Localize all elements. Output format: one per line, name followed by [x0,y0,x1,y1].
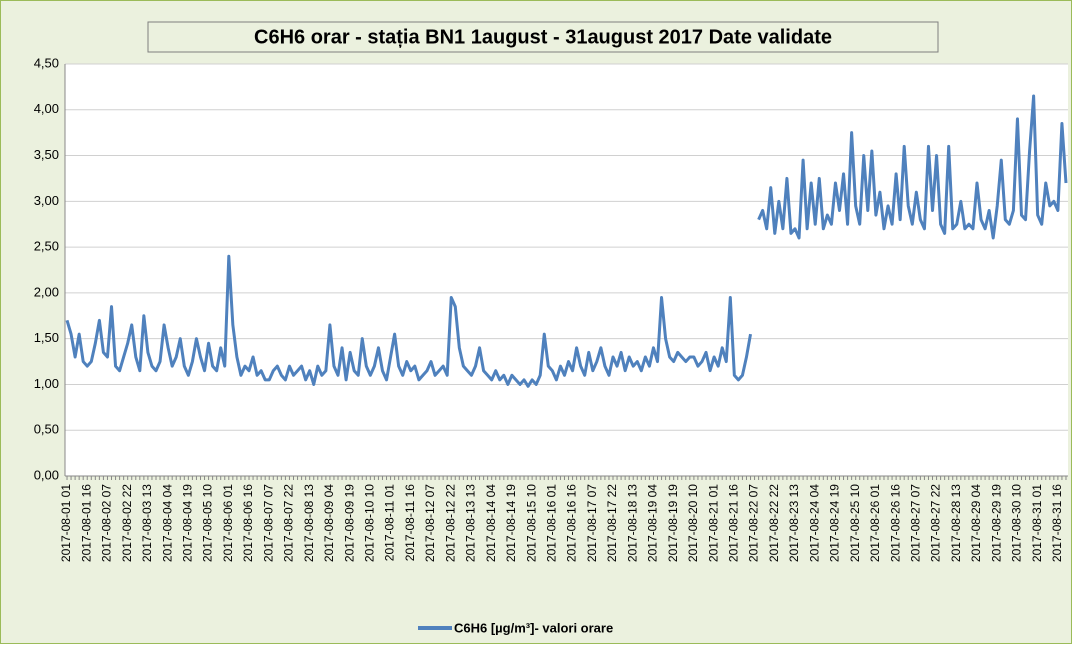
x-tick-label: 2017-08-09 19 [342,484,356,562]
x-tick-label: 2017-08-30 10 [1010,484,1024,562]
title-box [147,21,939,53]
x-tick-label: 2017-08-27 07 [909,484,923,562]
x-tick-label: 2017-08-29 04 [969,484,983,562]
y-tick-label: 0,00 [34,467,59,482]
series-line [65,94,1068,388]
x-tick-label: 2017-08-31 01 [1030,484,1044,562]
x-tick-label: 2017-08-26 01 [868,484,882,562]
x-tick-label: 2017-08-11 01 [383,484,397,562]
x-tick-label: 2017-08-14 19 [504,484,518,562]
x-tick-label: 2017-08-01 16 [79,484,93,562]
x-tick-label: 2017-08-14 04 [484,484,498,562]
plot-area [65,64,1068,476]
x-tick-label: 2017-08-06 16 [241,484,255,562]
y-tick-label: 2,00 [34,284,59,299]
x-tick-label: 2017-08-08 13 [302,484,316,562]
x-tick-label: 2017-08-02 22 [120,484,134,562]
x-tick-label: 2017-08-04 04 [160,484,174,562]
chart-title: C6H6 orar - stația BN1 1august - 31augus… [254,26,832,48]
y-tick-label: 3,00 [34,193,59,208]
x-tick-label: 2017-08-04 19 [181,484,195,562]
x-tick-label: 2017-08-05 10 [201,484,215,562]
x-tick-label: 2017-08-26 16 [888,484,902,562]
x-tick-label: 2017-08-19 04 [646,484,660,562]
x-tick-label: 2017-08-27 22 [929,484,943,562]
x-tick-label: 2017-08-21 01 [706,484,720,562]
x-tick-label: 2017-08-12 22 [443,484,457,562]
x-tick-label: 2017-08-17 07 [585,484,599,562]
y-tick-label: 1,50 [34,330,59,345]
x-tick-label: 2017-08-06 01 [221,484,235,562]
y-tick-label: 1,00 [34,376,59,391]
x-tick-label: 2017-08-25 10 [848,484,862,562]
x-tick-label: 2017-08-29 19 [989,484,1003,562]
x-tick-label: 2017-08-12 07 [423,484,437,562]
x-tick-label: 2017-08-09 04 [322,484,336,562]
x-tick-label: 2017-08-16 01 [545,484,559,562]
x-tick-label: 2017-08-22 07 [747,484,761,562]
x-tick-label: 2017-08-11 16 [403,484,417,562]
y-tick-label: 2,50 [34,239,59,254]
x-tick-label: 2017-08-07 07 [261,484,275,562]
x-tick-label: 2017-08-17 22 [605,484,619,562]
x-tick-label: 2017-08-07 22 [282,484,296,562]
x-tick-label: 2017-08-02 07 [100,484,114,562]
x-tick-label: 2017-08-16 16 [565,484,579,562]
x-tick-label: 2017-08-28 13 [949,484,963,562]
y-tick-label: 4,50 [34,55,59,70]
x-tick-label: 2017-08-24 19 [828,484,842,562]
y-tick-label: 4,00 [34,101,59,116]
x-tick-label: 2017-08-31 16 [1050,484,1064,562]
x-tick-label: 2017-08-15 10 [524,484,538,562]
x-tick-label: 2017-08-19 19 [666,484,680,562]
y-tick-label: 3,50 [34,147,59,162]
x-tick-label: 2017-08-24 04 [807,484,821,562]
x-tick-label: 2017-08-20 10 [686,484,700,562]
legend-label: C6H6 [µg/m³]- valori orare [454,620,613,635]
x-tick-label: 2017-08-23 13 [787,484,801,562]
x-tick-label: 2017-08-01 01 [59,484,73,562]
x-tick-label: 2017-08-13 13 [464,484,478,562]
y-tick-label: 0,50 [34,422,59,437]
x-tick-label: 2017-08-21 16 [727,484,741,562]
x-tick-label: 2017-08-18 13 [625,484,639,562]
x-tick-label: 2017-08-03 13 [140,484,154,562]
x-tick-label: 2017-08-22 22 [767,484,781,562]
x-tick-label: 2017-08-10 10 [363,484,377,562]
